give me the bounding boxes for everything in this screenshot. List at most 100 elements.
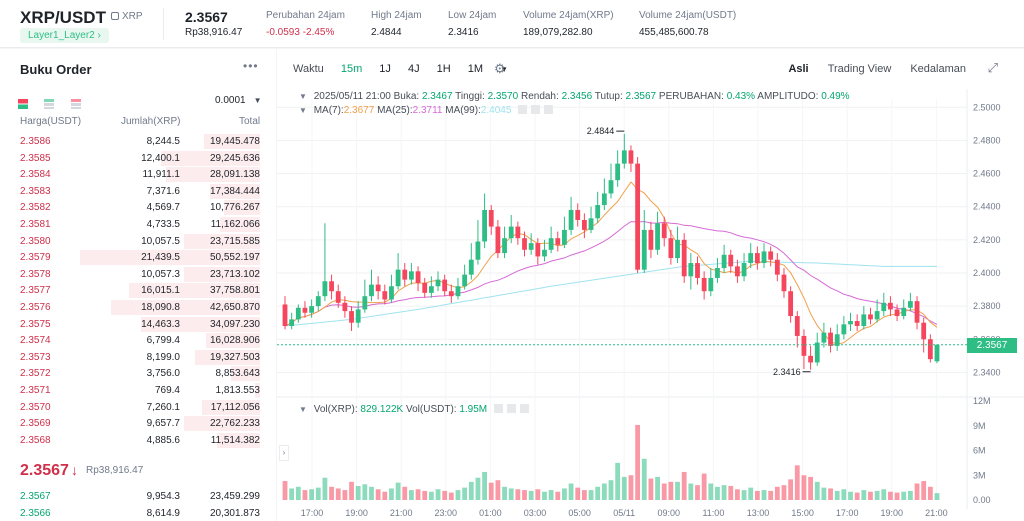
order-row[interactable]: 2.3576 18,090.8 42,650.870 xyxy=(0,299,276,316)
order-row[interactable]: 2.3574 6,799.4 16,028.906 xyxy=(0,332,276,349)
legend-close-label: Tutup: xyxy=(594,91,623,102)
order-row[interactable]: 2.3581 4,733.5 11,162.066 xyxy=(0,216,276,233)
candle-body xyxy=(814,342,820,363)
volume-bar xyxy=(295,486,301,500)
order-row[interactable]: 2.3573 8,199.0 19,327.503 xyxy=(0,349,276,366)
stat-high: High 24jam 2.4844 xyxy=(371,10,422,38)
order-row[interactable]: 2.3567 9,954.3 23,459.299 xyxy=(0,488,276,505)
hide-icon[interactable] xyxy=(493,404,503,413)
view-depth[interactable]: Kedalaman xyxy=(910,63,966,75)
order-price: 2.3581 xyxy=(20,218,51,230)
candle-body xyxy=(874,311,880,320)
more-intervals-icon[interactable]: ▼ xyxy=(500,65,509,74)
x-tick-label: 19:00 xyxy=(881,508,904,518)
tick-size-value: 0.0001 xyxy=(215,95,246,106)
pair-title[interactable]: XRP/USDT xyxy=(20,8,106,27)
mode-both-icon[interactable] xyxy=(18,98,28,109)
mode-bids-icon[interactable] xyxy=(44,98,55,109)
order-row[interactable]: 2.3577 16,015.1 37,758.801 xyxy=(0,282,276,299)
vol-xrp-value: 829.122K xyxy=(360,404,404,415)
collapse-handle[interactable]: › xyxy=(279,445,289,461)
interval-1j[interactable]: 1J xyxy=(379,63,391,75)
order-row[interactable]: 2.3583 7,371.6 17,384.444 xyxy=(0,183,276,200)
order-amount: 4,569.7 xyxy=(146,202,180,214)
candle-body xyxy=(455,286,461,297)
volume-bar xyxy=(335,488,341,500)
close-icon[interactable] xyxy=(544,105,554,114)
order-row[interactable]: 2.3585 12,400.1 29,245.636 xyxy=(0,150,276,167)
candle-body xyxy=(562,229,567,245)
order-row[interactable]: 2.3586 8,244.5 19,445.478 xyxy=(0,133,276,150)
order-row[interactable]: 2.3582 4,569.7 10,776.267 xyxy=(0,199,276,216)
tick-size-select[interactable]: 0.0001 ▼ xyxy=(215,95,262,106)
divider xyxy=(163,8,164,40)
volume-bar xyxy=(788,479,794,500)
order-book-title: Buku Order xyxy=(20,62,92,77)
interval-1h[interactable]: 1H xyxy=(436,63,451,75)
order-row[interactable]: 2.3579 21,439.5 50,552.197 xyxy=(0,249,276,266)
hide-icon[interactable] xyxy=(518,105,528,114)
order-total: 50,552.197 xyxy=(209,252,260,264)
order-row[interactable]: 2.3572 3,756.0 8,853.643 xyxy=(0,365,276,382)
order-row[interactable]: 2.3580 10,057.5 23,715.585 xyxy=(0,233,276,250)
volume-bar xyxy=(661,483,667,500)
order-row[interactable]: 2.3570 7,260.1 17,112.056 xyxy=(0,399,276,416)
more-icon[interactable]: ••• xyxy=(243,59,259,73)
order-row[interactable]: 2.3566 8,614.9 20,301.873 xyxy=(0,505,276,521)
order-total: 22,762.233 xyxy=(209,418,260,430)
volume-bar xyxy=(535,489,541,500)
volume-bar xyxy=(409,490,414,500)
order-amount: 4,733.5 xyxy=(146,218,180,230)
legend-low: 2.3456 xyxy=(561,91,593,102)
candle-body xyxy=(861,314,867,327)
close-icon[interactable] xyxy=(519,404,529,413)
interval-15m[interactable]: 15m xyxy=(340,63,363,75)
candle-body xyxy=(389,286,394,300)
volume-bar xyxy=(515,489,521,500)
fullscreen-icon[interactable]: ⤢ xyxy=(987,60,998,75)
candle-body xyxy=(315,296,321,307)
category-tag[interactable]: Layer1_Layer2 › xyxy=(20,28,109,43)
candlestick-chart[interactable]: 2.5000 2.4800 2.4600 2.4400 2.4200 2.4000 2.38… xyxy=(277,49,1024,521)
stat-label: Volume 24jam(USDT) xyxy=(639,10,737,21)
order-row[interactable]: 2.3584 11,911.1 28,091.138 xyxy=(0,166,276,183)
order-row[interactable]: 2.3575 14,463.3 34,097.230 xyxy=(0,316,276,333)
view-original[interactable]: Asli xyxy=(788,63,809,75)
candle-body xyxy=(342,302,348,312)
candle-body xyxy=(655,223,660,250)
ma99-label: MA(99): xyxy=(445,105,481,116)
interval-1m[interactable]: 1M xyxy=(467,63,484,75)
order-price: 2.3574 xyxy=(20,335,51,347)
order-book: Buku Order ••• 0.0001 ▼ Harga(USDT) Jumla… xyxy=(0,49,276,521)
category-tag-label: Layer1_Layer2 xyxy=(28,30,95,41)
order-row[interactable]: 2.3578 10,057.3 23,713.102 xyxy=(0,266,276,283)
settings-icon[interactable] xyxy=(531,105,541,114)
volume-bar xyxy=(482,471,487,500)
candle-body xyxy=(621,150,627,164)
order-row[interactable]: 2.3568 4,885.6 11,514.382 xyxy=(0,432,276,449)
order-total: 11,514.382 xyxy=(210,434,260,446)
view-tradingview[interactable]: Trading View xyxy=(827,63,892,75)
x-tick-label: 05:00 xyxy=(568,508,591,518)
volume-bar xyxy=(302,490,308,500)
order-row[interactable]: 2.3569 9,657.7 22,762.233 xyxy=(0,415,276,432)
mode-asks-icon[interactable] xyxy=(70,98,81,109)
volume-bar xyxy=(715,486,720,500)
candle-body xyxy=(535,243,541,257)
volume-bar xyxy=(774,486,780,500)
gear-icon[interactable]: ⚙ xyxy=(494,61,506,76)
candle-body xyxy=(721,254,727,269)
interval-4j[interactable]: 4J xyxy=(407,63,420,75)
settings-icon[interactable] xyxy=(506,404,516,413)
view-switcher: Asli Trading View Kedalaman xyxy=(772,63,966,75)
time-label: Waktu xyxy=(293,63,324,75)
last-price[interactable]: 2.3567 ↓ xyxy=(20,462,78,480)
ma7-value: 2.3677 xyxy=(343,105,375,116)
candle-body xyxy=(289,319,295,327)
order-row[interactable]: 2.3571 769.4 1,813.553 xyxy=(0,382,276,399)
volume-bar xyxy=(488,482,494,500)
order-amount: 7,371.6 xyxy=(146,185,180,197)
order-total: 23,459.299 xyxy=(209,491,260,502)
order-amount: 769.4 xyxy=(154,384,180,396)
coin-info[interactable]: XRP xyxy=(111,11,143,22)
